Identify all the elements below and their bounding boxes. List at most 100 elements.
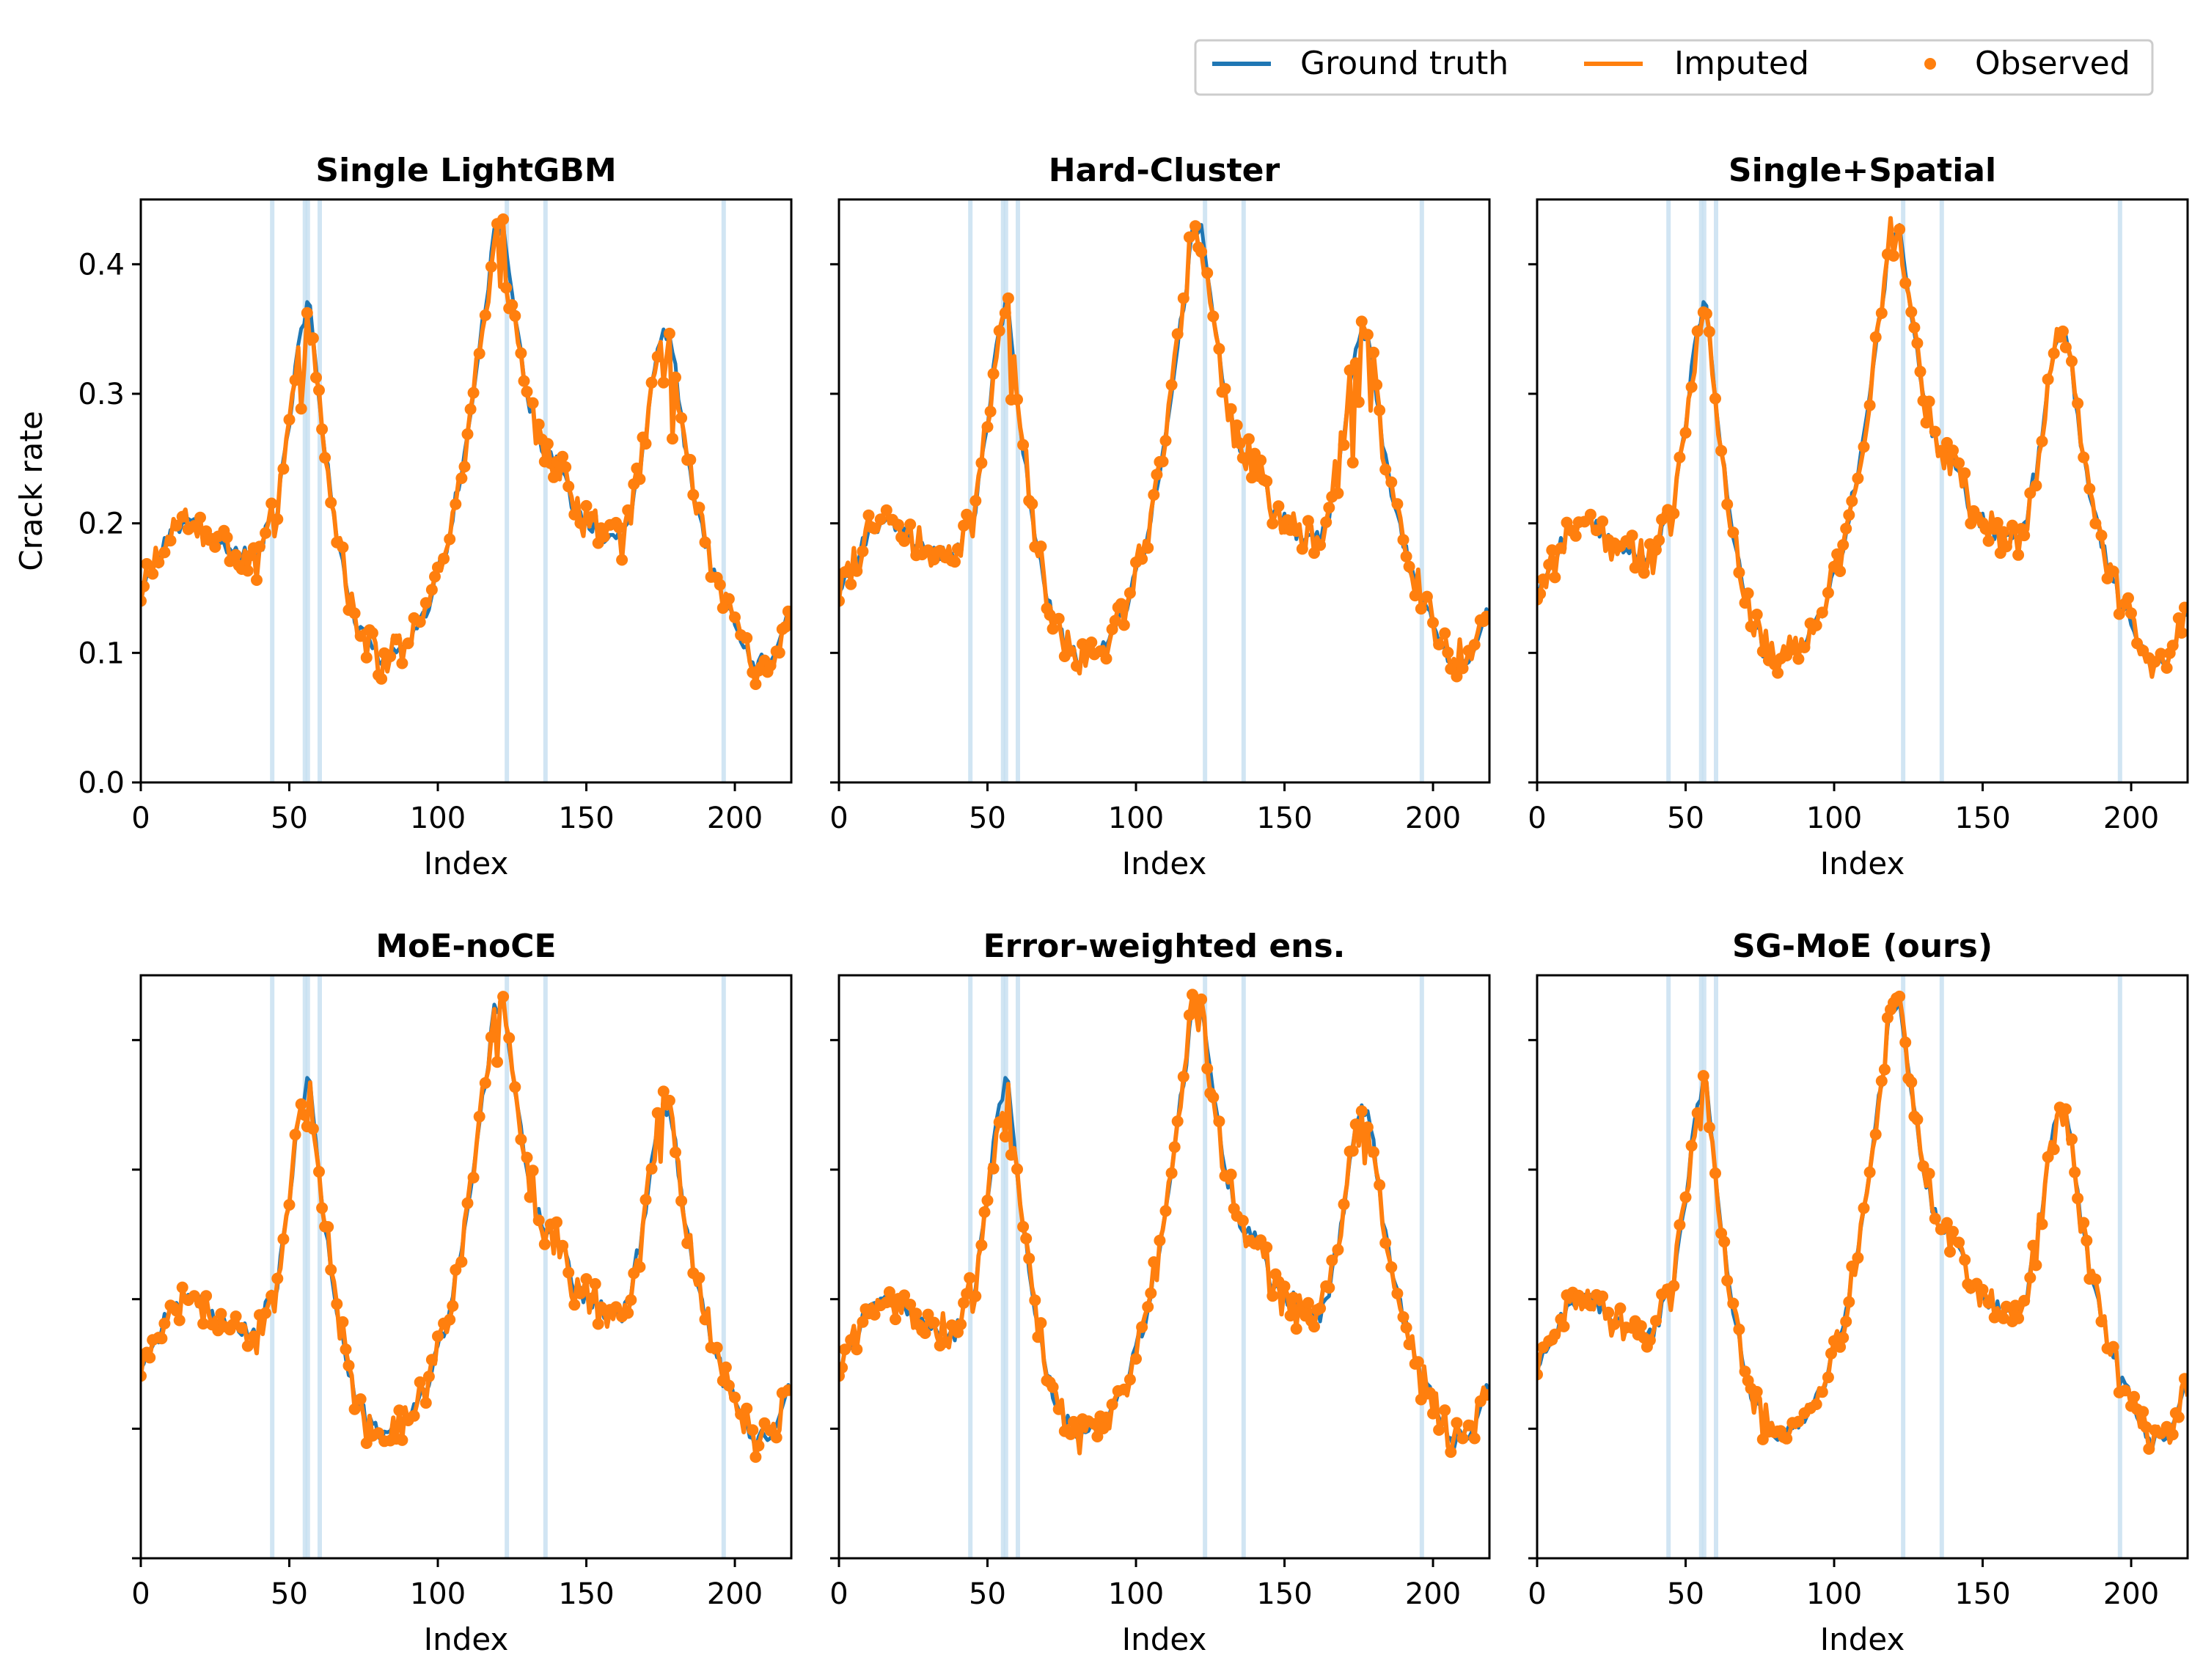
observed-point xyxy=(1792,653,1805,665)
observed-point xyxy=(1869,331,1882,343)
observed-point xyxy=(961,1288,973,1300)
observed-point xyxy=(337,1316,349,1328)
observed-point xyxy=(592,1318,604,1330)
observed-point xyxy=(1468,639,1481,651)
x-axis-label: Index xyxy=(1122,1621,1207,1657)
missing-band xyxy=(1939,199,1944,782)
observed-point xyxy=(1427,617,1439,629)
missing-band xyxy=(1939,975,1944,1558)
observed-point xyxy=(432,1330,444,1343)
observed-point xyxy=(2119,1384,2131,1397)
x-tick-label: 150 xyxy=(1256,1577,1312,1611)
observed-point xyxy=(1742,587,1754,600)
observed-point xyxy=(1115,598,1127,610)
observed-point xyxy=(586,1292,598,1305)
observed-point xyxy=(770,1431,782,1444)
observed-point xyxy=(425,1354,438,1366)
observed-point xyxy=(2107,565,2119,578)
observed-point xyxy=(1391,498,1404,510)
observed-point xyxy=(1320,516,1333,529)
missing-band xyxy=(1241,199,1246,782)
observed-point xyxy=(2072,397,2084,410)
observed-point xyxy=(1863,1166,1876,1178)
observed-point xyxy=(1433,638,1445,650)
observed-point xyxy=(1097,1423,1110,1434)
observed-point xyxy=(1843,509,1855,521)
observed-point xyxy=(883,1286,895,1298)
observed-point xyxy=(497,991,510,1003)
observed-point xyxy=(2089,517,2102,529)
observed-point xyxy=(532,1214,545,1227)
observed-point xyxy=(964,516,976,528)
observed-point xyxy=(1371,378,1383,391)
observed-point xyxy=(693,1272,705,1284)
x-tick-label: 200 xyxy=(2103,1577,2159,1611)
observed-point xyxy=(473,348,485,360)
observed-point xyxy=(1424,1387,1436,1399)
observed-point xyxy=(1442,646,1454,659)
observed-point xyxy=(574,517,587,529)
observed-point xyxy=(868,522,881,535)
observed-point xyxy=(209,540,221,553)
observed-point xyxy=(1020,1233,1033,1244)
observed-point xyxy=(444,1313,456,1326)
missing-band xyxy=(1701,975,1707,1558)
observed-point xyxy=(515,347,527,359)
axes-frame xyxy=(139,198,793,784)
observed-point xyxy=(729,1391,741,1404)
observed-point xyxy=(271,513,284,525)
observed-point xyxy=(1118,1383,1130,1395)
missing-band xyxy=(1901,199,1906,782)
observed-point xyxy=(1171,328,1184,340)
observed-point xyxy=(613,521,626,534)
observed-point xyxy=(1982,1296,1995,1309)
observed-point xyxy=(1561,516,1573,529)
observed-point xyxy=(1052,1403,1065,1415)
observed-point xyxy=(1246,472,1258,484)
observed-point xyxy=(1959,1254,1971,1266)
observed-point xyxy=(1145,1287,1157,1299)
observed-point xyxy=(1908,321,1921,334)
observed-point xyxy=(952,543,964,555)
observed-point xyxy=(699,536,711,549)
observed-point xyxy=(2081,1234,2093,1247)
missing-band xyxy=(1713,975,1718,1558)
observed-point xyxy=(2018,529,2031,542)
axes-frame xyxy=(139,974,793,1560)
observed-point xyxy=(1674,451,1686,463)
observed-point xyxy=(518,375,530,387)
observed-point xyxy=(354,1393,367,1405)
observed-point xyxy=(1326,1254,1338,1266)
observed-point xyxy=(1130,1353,1142,1365)
observed-point xyxy=(521,386,533,398)
missing-band xyxy=(1713,199,1718,782)
observed-point xyxy=(313,1165,325,1178)
observed-point xyxy=(384,650,397,663)
observed-point xyxy=(337,541,349,554)
observed-point xyxy=(1267,517,1279,529)
observed-point xyxy=(1207,1091,1220,1104)
x-axis-label: Index xyxy=(1820,1621,1905,1657)
observed-point xyxy=(2009,1299,2022,1312)
observed-point xyxy=(699,1313,711,1326)
missing-band xyxy=(1419,199,1424,782)
observed-point xyxy=(429,571,441,583)
observed-point xyxy=(1064,645,1077,657)
observed-point xyxy=(1944,1246,1956,1258)
observed-point xyxy=(1456,662,1469,675)
observed-point xyxy=(176,510,188,523)
observed-point xyxy=(1349,1118,1362,1131)
observed-point xyxy=(393,1404,406,1417)
x-axis-label: Index xyxy=(1122,845,1207,881)
observed-point xyxy=(527,1164,539,1177)
observed-point xyxy=(1792,1415,1805,1428)
observed-point xyxy=(2066,355,2078,367)
legend-frame xyxy=(1194,39,2154,96)
observed-point xyxy=(1439,1404,1451,1417)
observed-point xyxy=(1888,249,1899,262)
observed-point xyxy=(1537,1368,1543,1381)
observed-point xyxy=(747,1424,759,1437)
observed-point xyxy=(509,1081,521,1093)
observed-point xyxy=(568,508,581,521)
